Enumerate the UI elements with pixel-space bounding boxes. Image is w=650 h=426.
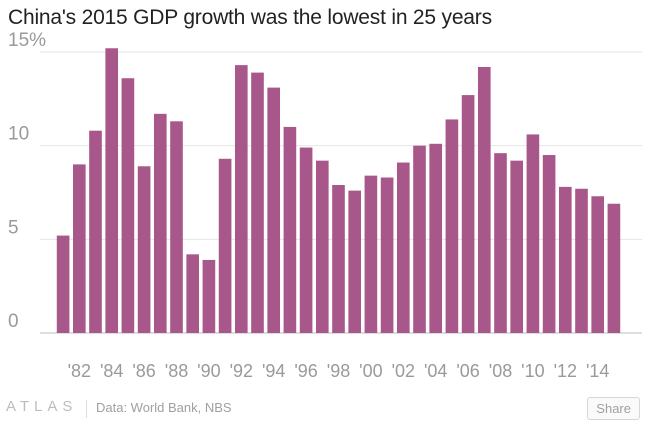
bar[interactable] bbox=[153, 113, 167, 333]
y-tick-label: 15% bbox=[8, 30, 46, 51]
bar[interactable] bbox=[202, 259, 216, 333]
x-tick-label: '10 bbox=[521, 361, 544, 381]
x-tick-label: '06 bbox=[456, 361, 479, 381]
bar[interactable] bbox=[526, 134, 540, 333]
bar[interactable] bbox=[251, 72, 264, 334]
x-tick-label: '00 bbox=[359, 361, 382, 381]
x-tick-label: '94 bbox=[262, 361, 285, 381]
bar[interactable] bbox=[591, 196, 605, 333]
bar[interactable] bbox=[105, 48, 119, 334]
footer: ATLAS Data: World Bank, NBS Share bbox=[0, 392, 650, 426]
bar[interactable] bbox=[461, 95, 475, 333]
bar[interactable] bbox=[494, 153, 507, 333]
source-text: Data: World Bank, NBS bbox=[96, 400, 232, 415]
x-tick-label: '14 bbox=[586, 361, 609, 381]
bar[interactable] bbox=[234, 65, 248, 333]
bar[interactable] bbox=[558, 186, 572, 333]
bar[interactable] bbox=[510, 160, 524, 333]
bar[interactable] bbox=[348, 190, 362, 333]
bar-chart: 0 5 10 15% '82 '84 '86 '88 '90 '92 '94 '96 '98 '00 '02… bbox=[8, 30, 642, 381]
x-tick-label: '96 bbox=[294, 361, 317, 381]
bar[interactable] bbox=[299, 147, 313, 333]
bar[interactable] bbox=[89, 130, 102, 333]
bar[interactable] bbox=[121, 78, 135, 333]
y-tick-label: 10 bbox=[8, 124, 29, 145]
bar[interactable] bbox=[429, 143, 443, 333]
bar[interactable] bbox=[477, 66, 491, 333]
y-tick-label: 5 bbox=[8, 217, 19, 238]
chart-title: China's 2015 GDP growth was the lowest i… bbox=[8, 6, 492, 29]
bar[interactable] bbox=[283, 126, 297, 333]
bar[interactable] bbox=[332, 185, 345, 333]
bar[interactable] bbox=[413, 145, 426, 333]
atlas-logo[interactable]: ATLAS bbox=[6, 398, 78, 415]
bar[interactable] bbox=[364, 175, 378, 333]
x-tick-label: '82 bbox=[68, 361, 91, 381]
x-tick-label: '04 bbox=[424, 361, 447, 381]
x-tick-label: '08 bbox=[489, 361, 512, 381]
x-tick-label: '86 bbox=[132, 361, 155, 381]
bar[interactable] bbox=[267, 87, 281, 334]
bar[interactable] bbox=[170, 121, 183, 334]
x-tick-label: '02 bbox=[392, 361, 415, 381]
bar[interactable] bbox=[72, 164, 86, 333]
bar[interactable] bbox=[380, 177, 394, 333]
share-button[interactable]: Share bbox=[587, 397, 640, 420]
bar[interactable] bbox=[396, 162, 410, 333]
x-tick-label: '12 bbox=[554, 361, 577, 381]
bar[interactable] bbox=[56, 235, 70, 333]
x-tick-label: '88 bbox=[165, 361, 188, 381]
y-tick-label: 0 bbox=[8, 311, 19, 332]
bar[interactable] bbox=[542, 155, 556, 333]
bar[interactable] bbox=[607, 203, 621, 333]
bar[interactable] bbox=[575, 188, 588, 333]
bar[interactable] bbox=[218, 158, 232, 333]
bar[interactable] bbox=[445, 119, 459, 333]
x-tick-label: '84 bbox=[100, 361, 123, 381]
x-tick-label: '90 bbox=[197, 361, 220, 381]
bar[interactable] bbox=[186, 254, 200, 333]
bar[interactable] bbox=[315, 160, 329, 333]
x-tick-label: '92 bbox=[230, 361, 253, 381]
x-tick-label: '98 bbox=[327, 361, 350, 381]
footer-divider bbox=[86, 400, 87, 418]
bar[interactable] bbox=[137, 166, 151, 333]
